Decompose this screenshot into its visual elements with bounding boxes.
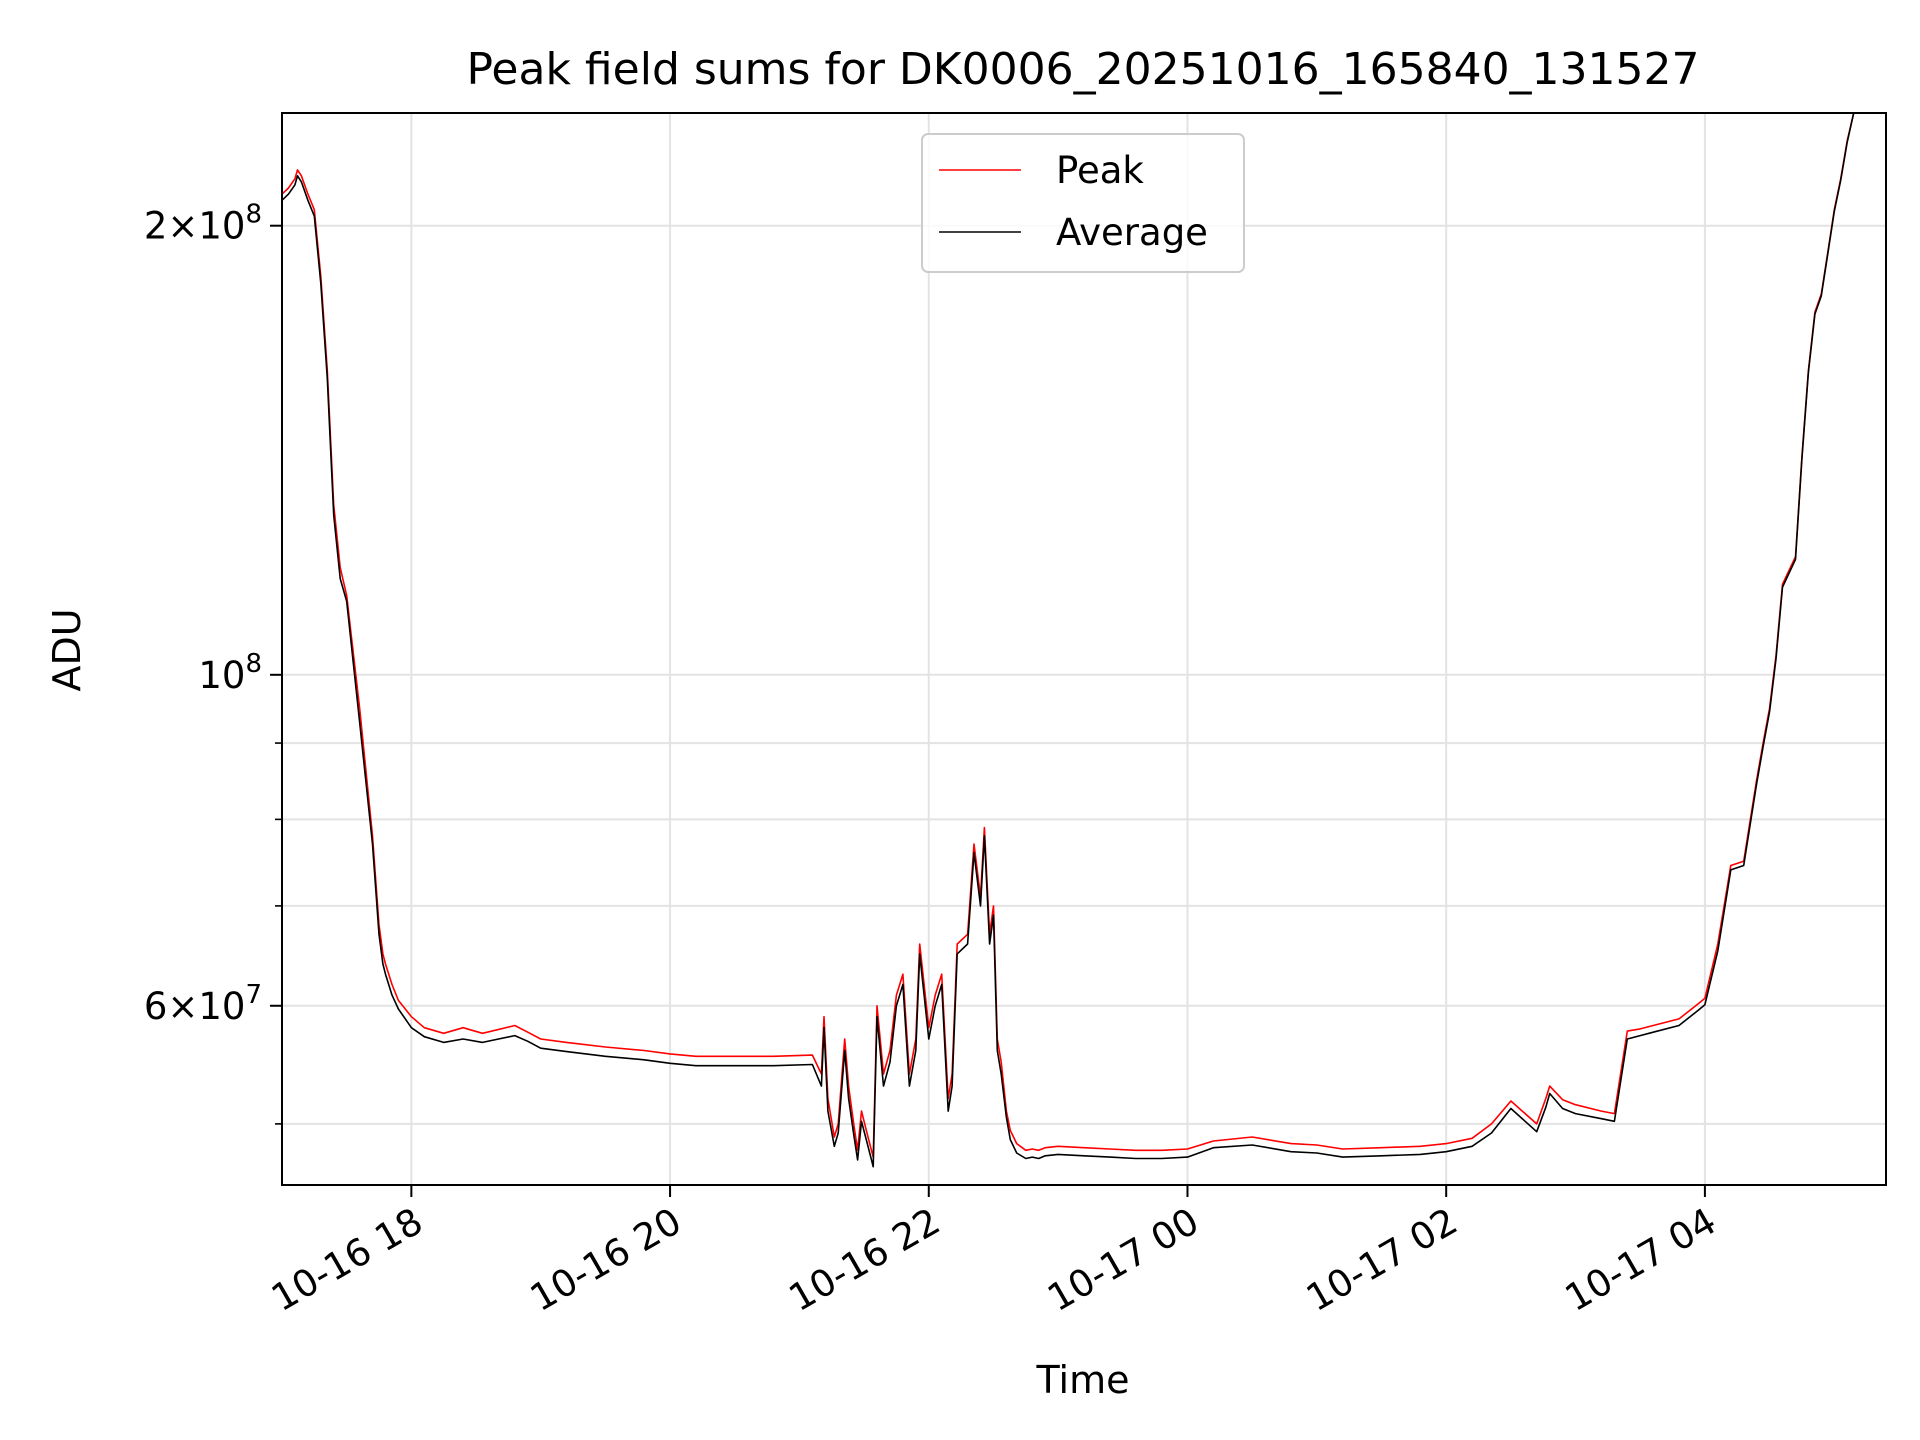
plot-frame	[281, 112, 1887, 1186]
series-layer	[282, 113, 1874, 1168]
y-tick-label-0: 108	[198, 649, 262, 697]
y-axis-ticks: 108 2×108 6×107	[144, 200, 282, 1125]
series-line-average	[282, 113, 1874, 1168]
legend: Peak Average	[921, 133, 1245, 273]
legend-label-average: Average	[1056, 211, 1208, 254]
legend-box	[921, 133, 1245, 273]
legend-label-peak: Peak	[1056, 149, 1144, 192]
x-axis-label: Time	[1036, 1358, 1130, 1402]
y-tick-label-1: 2×108	[144, 200, 262, 248]
chart-title: Peak field sums for DK0006_20251016_1658…	[466, 44, 1699, 95]
gridlines	[282, 113, 1886, 1185]
y-tick-label-2: 6×107	[144, 980, 262, 1028]
y-axis-label: ADU	[45, 608, 89, 691]
